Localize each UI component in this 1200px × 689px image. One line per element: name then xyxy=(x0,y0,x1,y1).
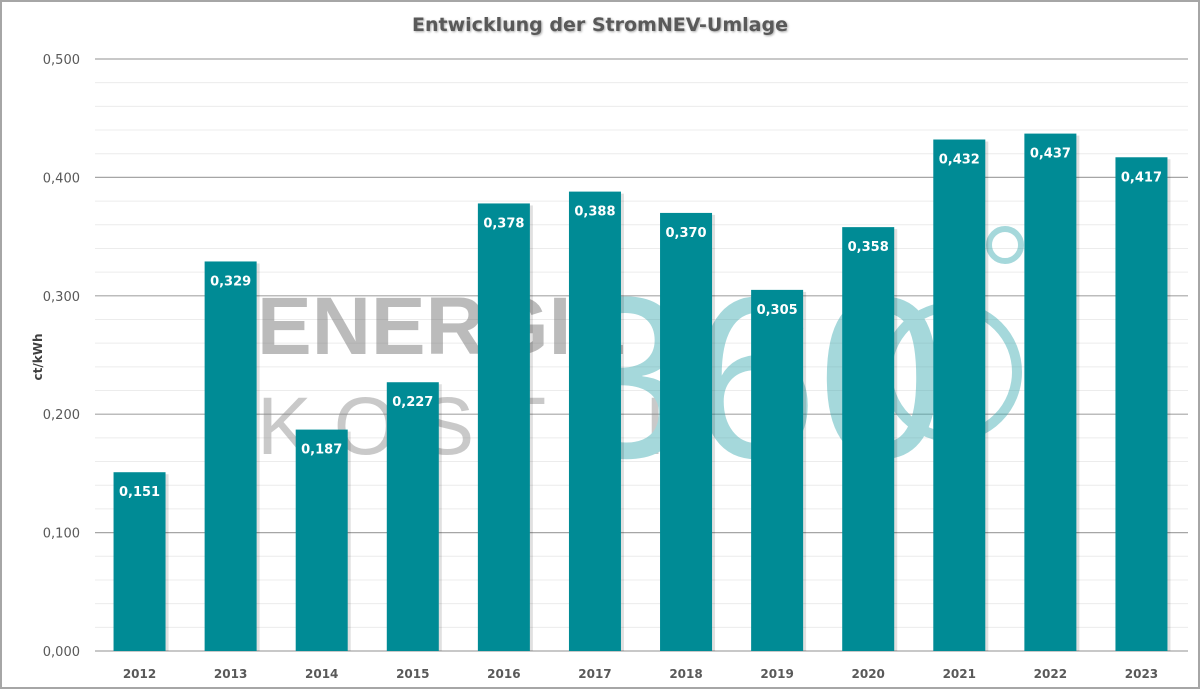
data-label: 0,437 xyxy=(1030,147,1071,162)
bar-2018 xyxy=(660,212,713,652)
x-tick-label: 2012 xyxy=(123,667,156,681)
bar-2015 xyxy=(386,382,439,651)
bar-2019 xyxy=(751,289,804,651)
bar-2016 xyxy=(477,203,530,651)
data-label: 0,432 xyxy=(939,153,980,168)
bar-2021 xyxy=(933,139,986,651)
x-tick-label: 2015 xyxy=(396,667,429,681)
y-tick-label: 0,400 xyxy=(43,171,80,186)
x-tick-label: 2023 xyxy=(1125,667,1158,681)
x-tick-label: 2017 xyxy=(578,667,611,681)
bar-2022 xyxy=(1024,133,1077,652)
data-label: 0,151 xyxy=(119,485,160,500)
bar-2012 xyxy=(113,472,166,651)
data-label: 0,187 xyxy=(301,443,342,458)
bar-2014 xyxy=(295,429,348,651)
bar-2017 xyxy=(568,191,621,651)
data-label: 0,388 xyxy=(574,205,615,220)
data-label: 0,305 xyxy=(757,303,798,318)
data-label: 0,370 xyxy=(665,226,706,241)
y-tick-label: 0,200 xyxy=(43,408,80,423)
data-label: 0,417 xyxy=(1121,170,1162,185)
x-tick-label: 2013 xyxy=(214,667,247,681)
y-tick-label: 0,500 xyxy=(43,53,80,68)
labels: 0,000 0,100 0,200 0,300 0,400 0,500 0,151 2012 0… xyxy=(43,53,1162,681)
watermark-text: ENERGIE xyxy=(257,281,626,372)
data-label: 0,378 xyxy=(483,216,524,231)
x-tick-label: 2020 xyxy=(852,667,885,681)
x-tick-label: 2022 xyxy=(1034,667,1067,681)
y-tick-label: 0,100 xyxy=(43,527,80,542)
y-tick-label: 0,000 xyxy=(43,645,80,660)
x-tick-label: 2018 xyxy=(669,667,702,681)
x-tick-label: 2019 xyxy=(760,667,793,681)
bar-2023 xyxy=(1115,157,1168,651)
data-label: 0,227 xyxy=(392,395,433,410)
chart-title: Entwicklung der StromNEV-Umlage xyxy=(412,14,788,36)
watermark-logo: ENERGIEKOSTEN360 xyxy=(257,226,1024,506)
data-label: 0,358 xyxy=(848,240,889,255)
y-tick-label: 0,300 xyxy=(43,290,80,305)
bar-2013 xyxy=(204,261,257,651)
bar-2020 xyxy=(842,227,895,652)
data-label: 0,329 xyxy=(210,274,251,289)
bars xyxy=(113,133,1171,652)
gridlines xyxy=(95,58,1188,652)
watermark-degree-icon xyxy=(986,226,1024,264)
x-tick-label: 2021 xyxy=(943,667,976,681)
y-axis-label: ct/kWh xyxy=(31,334,45,381)
x-tick-label: 2016 xyxy=(487,667,520,681)
x-tick-label: 2014 xyxy=(305,667,338,681)
